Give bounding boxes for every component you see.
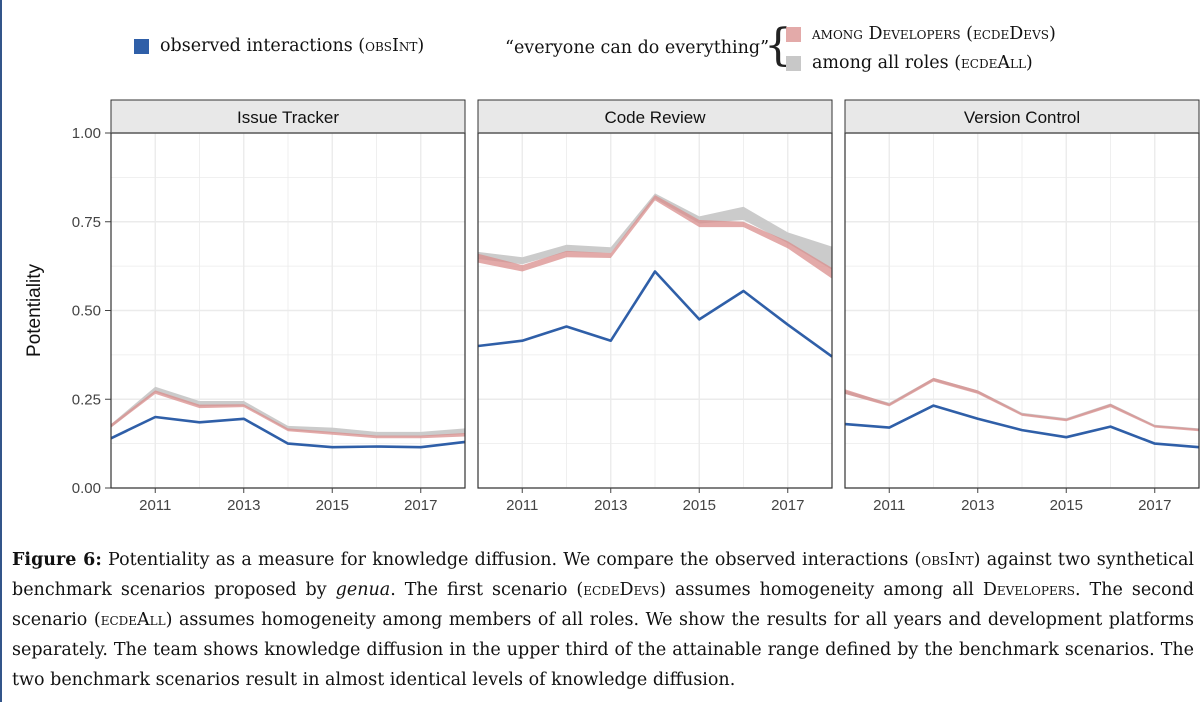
legend-swatch-ecdeall: [786, 56, 801, 71]
panel-title-2: Version Control: [964, 108, 1080, 127]
caption-text-3: . The first scenario (: [390, 580, 584, 600]
y-tick-label: 0.25: [72, 391, 101, 408]
x-tick-label: 2013: [961, 497, 994, 514]
line-obsint-0: [110, 415, 466, 449]
legend-swatch-obsint: [134, 39, 149, 54]
x-tick-label: 2017: [1138, 497, 1171, 514]
line-obsint-2: [844, 404, 1200, 449]
x-tick-label: 2013: [227, 497, 260, 514]
legend-scenario-quote: “everyone can do everything”: [505, 38, 770, 58]
panel-strip-1: [477, 99, 833, 134]
band-ecdeAll-0: [111, 386, 465, 437]
caption-label: Figure 6:: [12, 550, 102, 570]
legend-obsint-code: obsInt: [365, 36, 418, 56]
caption-text-5: . The second scenario (: [12, 580, 1194, 630]
left-margin-rule: [0, 0, 2, 702]
caption-code-ecdedevs: ecdeDevs: [583, 580, 660, 600]
panel-strip-2: [844, 99, 1200, 134]
x-tick-label: 2013: [594, 497, 627, 514]
caption-text-6: ) assumes homogeneity among members of a…: [12, 610, 1194, 690]
legend: observed interactions (obsInt) “everyone…: [0, 22, 1200, 82]
panel-border-2: [844, 132, 1200, 489]
legend-ecdedevs-code: ecdeDevs: [972, 24, 1049, 44]
legend-obsint-label: observed interactions: [160, 36, 353, 56]
legend-item-ecdedevs: among Developers (ecdeDevs): [812, 24, 1056, 44]
caption-developers: Developers: [982, 580, 1075, 600]
panel-border-1: [477, 132, 833, 489]
legend-ecdedevs-label: among Developers: [812, 24, 961, 44]
y-tick-label: 0.50: [72, 303, 101, 320]
panel-title-1: Code Review: [604, 108, 706, 127]
caption-text-4: ) assumes homogeneity among all: [659, 580, 983, 600]
caption-code-ecdeall: ecdeAll: [100, 610, 166, 630]
caption-text-2: ) against two synthetical benchmark scen…: [12, 550, 1194, 600]
band-ecdeDevs-0: [111, 390, 465, 439]
figure-caption: Figure 6: Potentiality as a measure for …: [12, 545, 1194, 695]
legend-ecdeall-label: among all roles: [812, 53, 949, 73]
caption-text-1: Potentiality as a measure for knowledge …: [101, 550, 922, 570]
legend-item-ecdeall: among all roles (ecdeAll): [812, 53, 1033, 73]
x-tick-label: 2011: [873, 497, 905, 514]
x-tick-label: 2015: [1050, 497, 1083, 514]
panel-title-0: Issue Tracker: [237, 108, 339, 127]
line-obsint-1: [477, 270, 833, 358]
x-tick-label: 2015: [316, 497, 349, 514]
caption-code-obsint: obsInt: [921, 550, 974, 570]
x-tick-label: 2011: [139, 497, 171, 514]
x-tick-label: 2017: [404, 497, 437, 514]
x-tick-label: 2015: [683, 497, 716, 514]
x-tick-label: 2011: [506, 497, 538, 514]
y-tick-label: 0.00: [72, 480, 101, 497]
panel-border-0: [110, 132, 466, 489]
y-tick-label: 1.00: [72, 125, 101, 142]
legend-item-obsint: observed interactions (obsInt): [160, 36, 425, 56]
y-tick-label: 0.75: [72, 214, 101, 231]
legend-ecdeall-code: ecdeAll: [961, 53, 1026, 73]
caption-genua: genua: [335, 580, 391, 600]
legend-swatch-ecdedevs: [786, 27, 801, 42]
band-ecdeAll-1: [478, 193, 832, 270]
x-tick-label: 2017: [771, 497, 804, 514]
y-axis-title: Potentiality: [24, 264, 45, 357]
potentiality-chart: Potentiality 0.00 0.25 0.50 0.75 1.00 Issue Tr…: [24, 99, 1200, 514]
